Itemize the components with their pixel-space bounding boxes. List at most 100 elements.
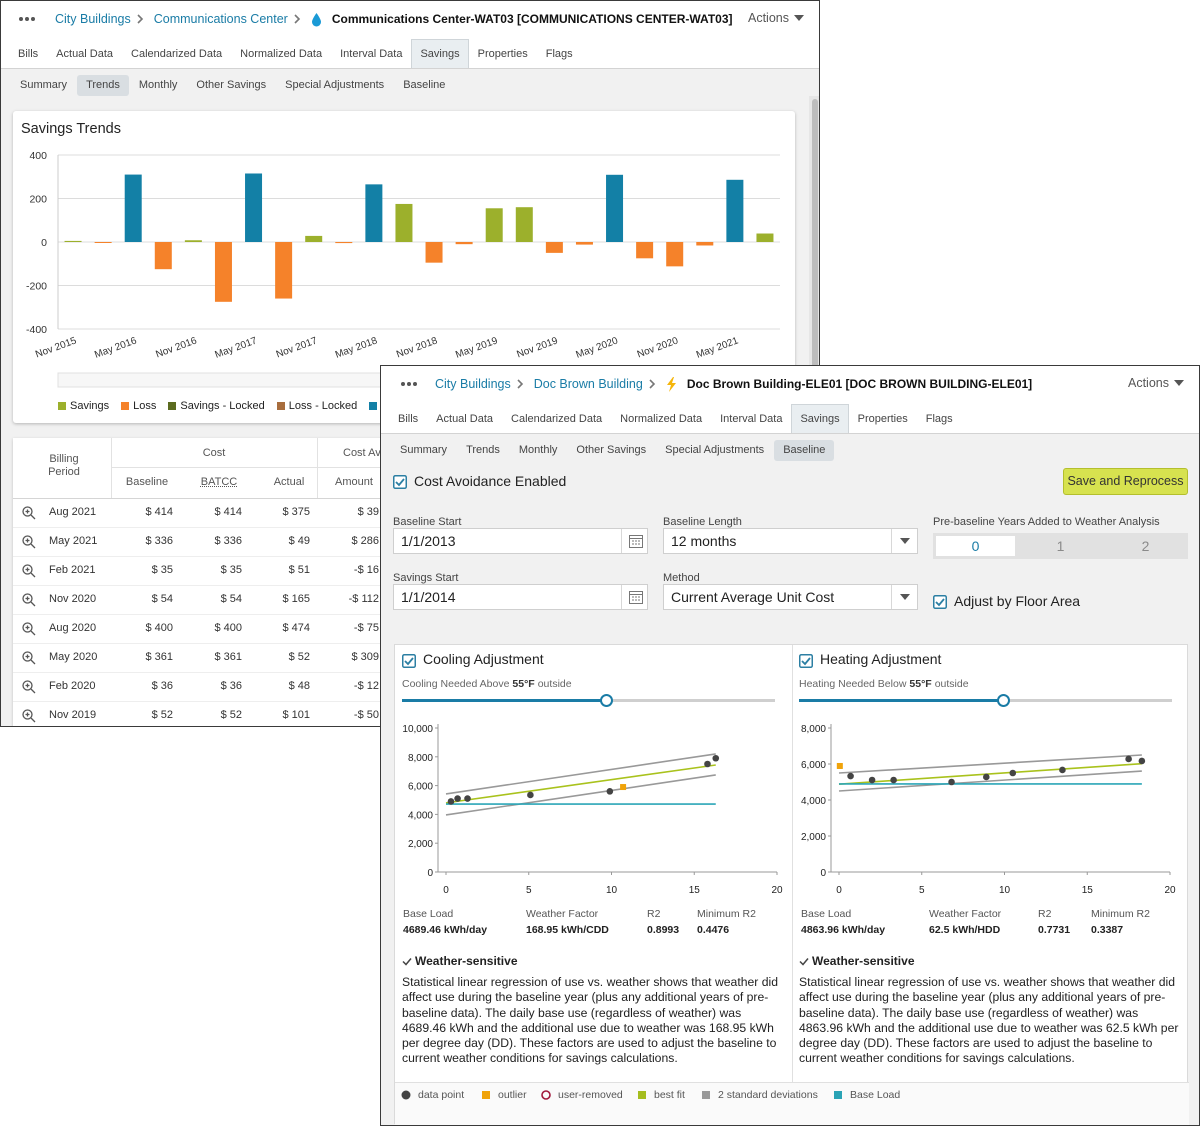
subtab[interactable]: Summary [400,444,448,456]
subtab[interactable]: Monthly [138,79,178,91]
zoom-icon[interactable] [22,564,36,578]
subtab[interactable]: Baseline [403,79,446,91]
tab[interactable]: Calendarized Data [131,48,223,60]
subtab-active[interactable]: Baseline [774,440,835,461]
subtab[interactable]: Other Savings [196,79,267,91]
breadcrumb-link[interactable]: City Buildings [55,12,131,26]
tab[interactable]: Calendarized Data [511,413,603,425]
legend-item[interactable]: Savings [58,400,109,412]
subtab[interactable]: Special Adjustments [665,444,765,456]
checkbox[interactable] [799,654,813,668]
tab[interactable]: Actual Data [56,48,114,60]
checkbox[interactable] [933,595,947,609]
field-label: Savings Start [393,572,459,584]
data-point [868,776,876,784]
threshold-prefix: Cooling Needed Above [402,678,510,690]
more-icon[interactable] [401,381,417,387]
zoom-icon[interactable] [22,506,36,520]
tab-active[interactable]: Savings [791,404,849,434]
chevron [649,379,655,389]
lens [22,709,33,720]
column-header[interactable]: BATCC [200,476,238,488]
x-tick-label: Nov 2017 [275,335,319,360]
bar [184,240,202,242]
actions-menu[interactable]: Actions [748,11,804,25]
x-tick-label: 0 [443,885,449,896]
calendar-icon[interactable] [629,534,643,548]
zoom-icon[interactable] [22,535,36,549]
subtab[interactable]: Special Adjustments [285,79,385,91]
tab[interactable]: Properties [857,413,908,425]
y-tick-label: 200 [29,194,47,206]
subtab[interactable]: Summary [20,79,68,91]
select[interactable]: Current Average Unit Cost [663,584,918,610]
checkbox[interactable] [393,475,407,489]
cost-cell: $ 414 [145,506,173,518]
stat-label: Minimum R2 [697,908,756,920]
threshold-label: Cooling Needed Above 55°F outside [402,678,572,690]
tab[interactable]: Actual Data [436,413,494,425]
slider-handle[interactable] [997,694,1010,707]
tab[interactable]: Interval Data [340,48,403,60]
x-tick-label: 5 [919,885,925,896]
more-icon[interactable] [19,16,35,22]
zoom-icon[interactable] [22,709,36,723]
chevron-path [649,379,655,389]
tab[interactable]: Properties [477,48,528,60]
zoom-icon[interactable] [22,680,36,694]
legend-label: data point [418,1089,465,1101]
tab[interactable]: Flags [925,413,953,425]
y-tick-label: 4,000 [408,810,433,821]
segment[interactable]: 1 [1056,538,1065,554]
slider-handle[interactable] [600,694,613,707]
header-bg [381,366,1199,434]
subtab[interactable]: Trends [466,444,500,456]
data-point [1009,769,1017,777]
tab[interactable]: Normalized Data [240,48,323,60]
subtab[interactable]: Monthly [518,444,558,456]
chevron [517,379,523,389]
zoom-icon[interactable] [22,593,36,607]
zoom-icon[interactable] [22,651,36,665]
cost-cell: $ 54 [151,593,173,605]
stat-value: 0.7731 [1038,924,1071,936]
legend-item[interactable]: Savings - Locked [168,400,265,412]
tab[interactable]: Flags [545,48,573,60]
legend-item[interactable]: Loss [121,400,156,412]
segment[interactable]: 2 [1141,538,1150,554]
tab-active[interactable]: Savings [411,39,469,69]
tab[interactable]: Bills [398,413,419,425]
save-button[interactable]: Save and Reprocess [1063,468,1188,495]
tab[interactable]: Normalized Data [620,413,703,425]
zoom-icon[interactable] [22,622,36,636]
bar [214,242,232,302]
stat-value: 0.8993 [647,924,680,936]
cost-cell: $ 35 [220,564,242,576]
legend-label: Loss [133,400,157,412]
breadcrumb-link[interactable]: City Buildings [435,377,511,391]
legend-swatch [482,1091,490,1099]
cost-cell: $ 39 [357,506,379,518]
legend-label: user-removed [558,1089,623,1101]
breadcrumb-link[interactable]: Communications Center [153,12,288,26]
legend-item: data point [401,1089,464,1101]
status-description: Statistical linear regression of use vs.… [799,975,1179,1066]
caret [1174,380,1184,386]
subtab-active[interactable]: Trends [77,75,129,96]
segment-selected[interactable]: 0 [936,536,1015,556]
page-title: Doc Brown Building-ELE01 [DOC BROWN BUIL… [686,377,1033,391]
date-input[interactable]: 1/1/2014 [393,584,648,610]
threshold-temp: 55°F [512,678,535,690]
check-path [799,958,809,966]
checkbox[interactable] [402,654,416,668]
chevron-path [137,14,143,24]
breadcrumb-link[interactable]: Doc Brown Building [533,377,643,391]
select[interactable]: 12 months [663,528,918,554]
subtab[interactable]: Other Savings [576,444,647,456]
tab[interactable]: Interval Data [720,413,783,425]
tab[interactable]: Bills [18,48,39,60]
legend-item[interactable]: Loss - Locked [276,400,357,412]
calendar-icon[interactable] [629,590,643,604]
date-input[interactable]: 1/1/2013 [393,528,648,554]
actions-menu[interactable]: Actions [1128,376,1184,390]
